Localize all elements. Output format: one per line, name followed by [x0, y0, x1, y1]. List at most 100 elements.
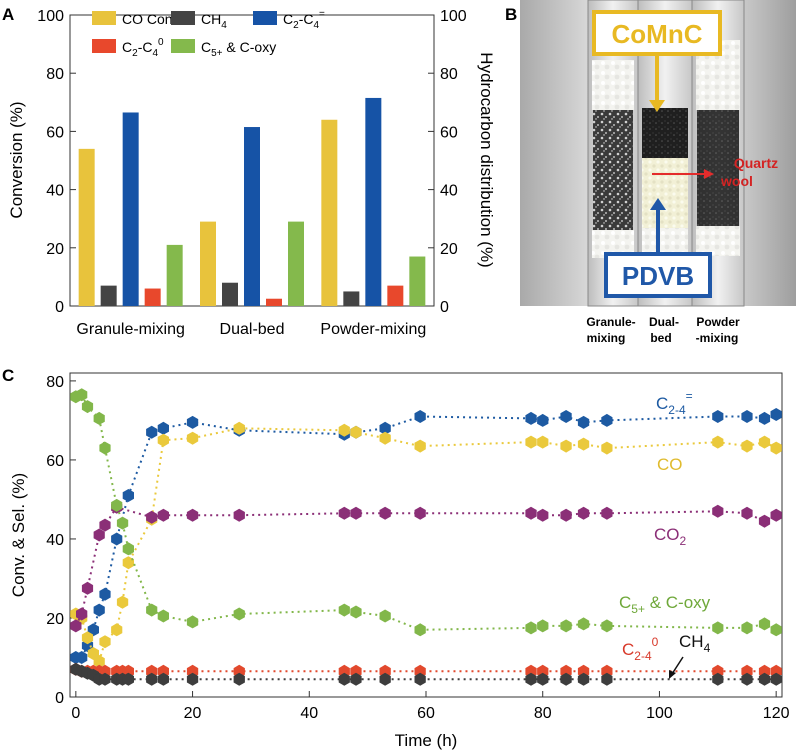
caption-2-line-2: bed	[650, 331, 671, 345]
panel-b-photo: B CoMnC PDVB Quartz wool Granule- mi	[505, 0, 796, 345]
data-point	[741, 410, 753, 423]
y-tick-label: 20	[46, 241, 64, 258]
bar	[266, 298, 282, 306]
data-point	[70, 619, 82, 633]
data-point	[770, 508, 782, 522]
annotation-ch4: CH4	[679, 632, 711, 655]
bar	[288, 221, 304, 306]
y-axis-label-c: Conv. & Sel. (%)	[9, 473, 28, 597]
y-tick-label: 60	[46, 453, 64, 470]
data-point	[577, 437, 590, 451]
y2-tick-label: 100	[440, 8, 467, 25]
data-point	[577, 506, 590, 520]
legend-swatch	[171, 39, 195, 53]
data-point	[76, 651, 88, 664]
data-point	[577, 415, 590, 429]
bar	[166, 244, 183, 306]
bar	[78, 148, 95, 306]
y-tick-label: 40	[46, 532, 64, 549]
data-point	[770, 672, 782, 686]
panel-letter-c: C	[2, 366, 14, 385]
data-point	[414, 506, 426, 520]
data-point	[537, 435, 549, 449]
y-tick-label: 0	[55, 690, 64, 707]
data-point	[157, 433, 169, 447]
data-point	[350, 672, 362, 686]
data-point	[99, 518, 111, 532]
pdvb-label-box	[604, 252, 712, 298]
y2-tick-label: 0	[440, 299, 449, 316]
x-tick-label: 100	[646, 705, 673, 722]
y-tick-label: 80	[46, 66, 64, 83]
data-point	[76, 607, 88, 621]
data-point	[99, 635, 111, 649]
quartz-wool-top-1	[592, 60, 634, 110]
data-point	[122, 556, 134, 570]
y-tick-label: 20	[46, 611, 64, 628]
data-point	[350, 605, 362, 619]
data-point	[338, 423, 350, 437]
data-point	[122, 489, 134, 502]
data-point	[601, 672, 613, 686]
bar	[409, 256, 426, 306]
quartz-arrow-head	[704, 169, 714, 179]
caption-3-line-1: Powder	[696, 315, 740, 329]
data-point	[350, 425, 362, 439]
quartz-label-2: wool	[720, 173, 753, 189]
data-point	[186, 508, 199, 522]
data-point	[525, 621, 537, 635]
y2-tick-label: 80	[440, 66, 458, 83]
annotation-c24-olefin: C2-4=	[656, 389, 693, 417]
data-point	[186, 431, 199, 445]
data-point	[99, 441, 111, 455]
bar	[222, 282, 238, 306]
pdvb-arrow-head	[650, 198, 666, 210]
data-point	[770, 623, 782, 637]
data-point	[157, 421, 169, 435]
data-point	[116, 516, 129, 530]
data-point	[770, 408, 782, 421]
data-point	[712, 435, 724, 449]
data-point	[712, 621, 724, 635]
panel-a-bar-chart: A 0 20 40 60 80 100 0 20 40 60 80 100 Granule-mixi…	[2, 5, 496, 338]
legend-swatch	[253, 11, 277, 25]
data-point	[379, 421, 391, 435]
y-axis-left-ticks: 0 20 40 60 80 100	[37, 8, 76, 316]
data-point	[233, 672, 245, 686]
data-point	[414, 439, 426, 453]
data-point	[379, 609, 391, 623]
annotation-c24-paraffin: C2-40	[622, 635, 659, 663]
panel-c-line-chart: C 0 20 40 60 80 0 20 40 60 80 100 120 Time (h) Con…	[2, 366, 790, 750]
annotation-co2: CO2	[654, 525, 687, 548]
data-point	[741, 672, 753, 686]
category-label: Dual-bed	[220, 321, 285, 338]
data-point	[111, 532, 123, 546]
data-point	[560, 410, 572, 423]
data-point	[525, 435, 537, 449]
data-point	[770, 441, 782, 455]
category-labels: Granule-mixing Dual-bed Powder-mixing	[76, 321, 426, 338]
legend-swatch	[171, 11, 195, 25]
annotation-co: CO	[657, 455, 683, 474]
data-point	[577, 672, 590, 686]
data-point	[758, 672, 771, 686]
data-point	[741, 506, 753, 520]
data-point	[233, 421, 245, 435]
data-point	[601, 619, 613, 633]
data-point	[560, 439, 572, 453]
series-group	[70, 500, 782, 633]
data-point	[99, 587, 111, 601]
ch4-pointer-arrow-head	[669, 670, 676, 679]
ch4-pointer-arrow	[671, 656, 684, 675]
bar	[100, 285, 117, 306]
data-point	[712, 504, 724, 518]
data-point	[525, 506, 537, 520]
data-point	[379, 506, 391, 520]
bar	[122, 112, 139, 306]
bar	[365, 97, 382, 306]
data-point	[741, 439, 753, 453]
y-tick-label: 40	[46, 183, 64, 200]
data-point	[116, 595, 129, 609]
data-point	[758, 617, 771, 631]
data-point	[146, 510, 158, 524]
